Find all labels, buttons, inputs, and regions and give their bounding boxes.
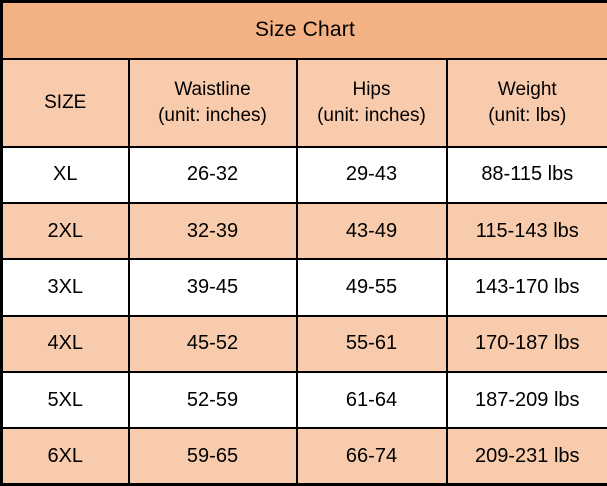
cell-size: 4XL — [0, 314, 130, 373]
cell-hips: 66-74 — [295, 427, 448, 486]
cell-waistline: 59-65 — [127, 427, 298, 486]
cell-hips: 61-64 — [295, 370, 448, 430]
table-row-4xl: 4XL 45-52 55-61 170-187 lbs — [0, 314, 607, 373]
cell-waistline: 45-52 — [127, 314, 298, 373]
cell-weight: 88-115 lbs — [445, 145, 607, 205]
cell-hips: 29-43 — [295, 145, 448, 205]
cell-size: 2XL — [0, 202, 130, 261]
cell-weight: 115-143 lbs — [445, 202, 607, 261]
chart-title: Size Chart — [0, 0, 607, 60]
column-header-size-label: SIZE — [44, 91, 87, 113]
column-header-weight-unit: (unit: lbs) — [488, 104, 567, 126]
cell-waistline: 39-45 — [127, 258, 298, 317]
cell-waistline: 32-39 — [127, 202, 298, 261]
cell-waistline: 52-59 — [127, 370, 298, 430]
cell-size: 3XL — [0, 258, 130, 317]
column-header-waistline-unit: (unit: inches) — [158, 104, 267, 126]
cell-weight: 170-187 lbs — [445, 314, 607, 373]
column-header-weight-label: Weight — [497, 79, 557, 101]
table-row-5xl: 5XL 52-59 61-64 187-209 lbs — [0, 370, 607, 430]
column-header-weight: Weight (unit: lbs) — [445, 57, 607, 148]
column-header-hips-unit: (unit: inches) — [317, 104, 426, 126]
header-row: SIZE Waistline (unit: inches) Hips (unit… — [0, 57, 607, 148]
cell-weight: 209-231 lbs — [445, 427, 607, 486]
title-row: Size Chart — [0, 0, 607, 60]
column-header-waistline-label: Waistline — [174, 79, 251, 101]
cell-weight: 187-209 lbs — [445, 370, 607, 430]
cell-hips: 49-55 — [295, 258, 448, 317]
table-row-2xl: 2XL 32-39 43-49 115-143 lbs — [0, 202, 607, 261]
column-header-waistline: Waistline (unit: inches) — [127, 57, 298, 148]
column-header-hips-label: Hips — [352, 79, 391, 101]
cell-hips: 55-61 — [295, 314, 448, 373]
column-header-hips: Hips (unit: inches) — [295, 57, 448, 148]
table-row-3xl: 3XL 39-45 49-55 143-170 lbs — [0, 258, 607, 317]
column-header-size: SIZE — [0, 57, 130, 148]
cell-size: 5XL — [0, 370, 130, 430]
cell-size: XL — [0, 145, 130, 205]
cell-waistline: 26-32 — [127, 145, 298, 205]
table-row-6xl: 6XL 59-65 66-74 209-231 lbs — [0, 427, 607, 486]
cell-hips: 43-49 — [295, 202, 448, 261]
cell-size: 6XL — [0, 427, 130, 486]
cell-weight: 143-170 lbs — [445, 258, 607, 317]
table-row-xl: XL 26-32 29-43 88-115 lbs — [0, 145, 607, 205]
